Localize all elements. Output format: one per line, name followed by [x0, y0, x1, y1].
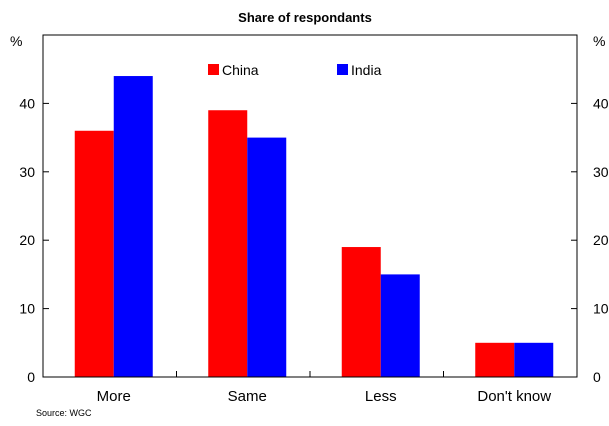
x-tick-label: Same: [228, 388, 267, 405]
bar-china-0: [74, 130, 114, 377]
y-axis-unit-left: %: [10, 33, 22, 49]
bar-china-1: [208, 110, 248, 378]
y-tick-label-left: 30: [19, 164, 35, 180]
y-tick-label-right: 30: [593, 164, 609, 180]
legend-swatch-china: [208, 64, 219, 75]
y-tick-label-right: 40: [593, 95, 609, 111]
y-tick-label-left: 20: [19, 232, 35, 248]
x-tick-label: More: [97, 388, 131, 405]
legend: China India: [208, 62, 382, 78]
y-axis-unit-right: %: [593, 33, 605, 49]
bar-india-3: [514, 342, 554, 377]
x-tick-label: Don't know: [477, 388, 551, 405]
source-note: Source: WGC: [36, 408, 92, 418]
y-tick-label-right: 10: [593, 301, 609, 317]
bar-india-2: [380, 274, 420, 377]
legend-label-china: China: [222, 62, 259, 78]
bar-china-2: [341, 247, 381, 377]
axes-layer: 0 0 10 10 20 20 30 30 40 40 More Same Less Don't know: [19, 34, 609, 405]
bar-india-0: [113, 76, 153, 377]
y-tick-label-left: 40: [19, 95, 35, 111]
y-tick-label-right: 0: [593, 369, 601, 385]
x-tick-label: Less: [365, 388, 397, 405]
chart-title: Share of respondants: [238, 10, 372, 25]
legend-swatch-india: [337, 64, 348, 75]
bars-layer: [74, 76, 554, 378]
y-tick-label-left: 0: [27, 369, 35, 385]
bar-china-3: [475, 342, 515, 377]
bar-india-1: [247, 137, 287, 377]
legend-label-india: India: [351, 62, 382, 78]
y-tick-label-right: 20: [593, 232, 609, 248]
y-tick-label-left: 10: [19, 301, 35, 317]
